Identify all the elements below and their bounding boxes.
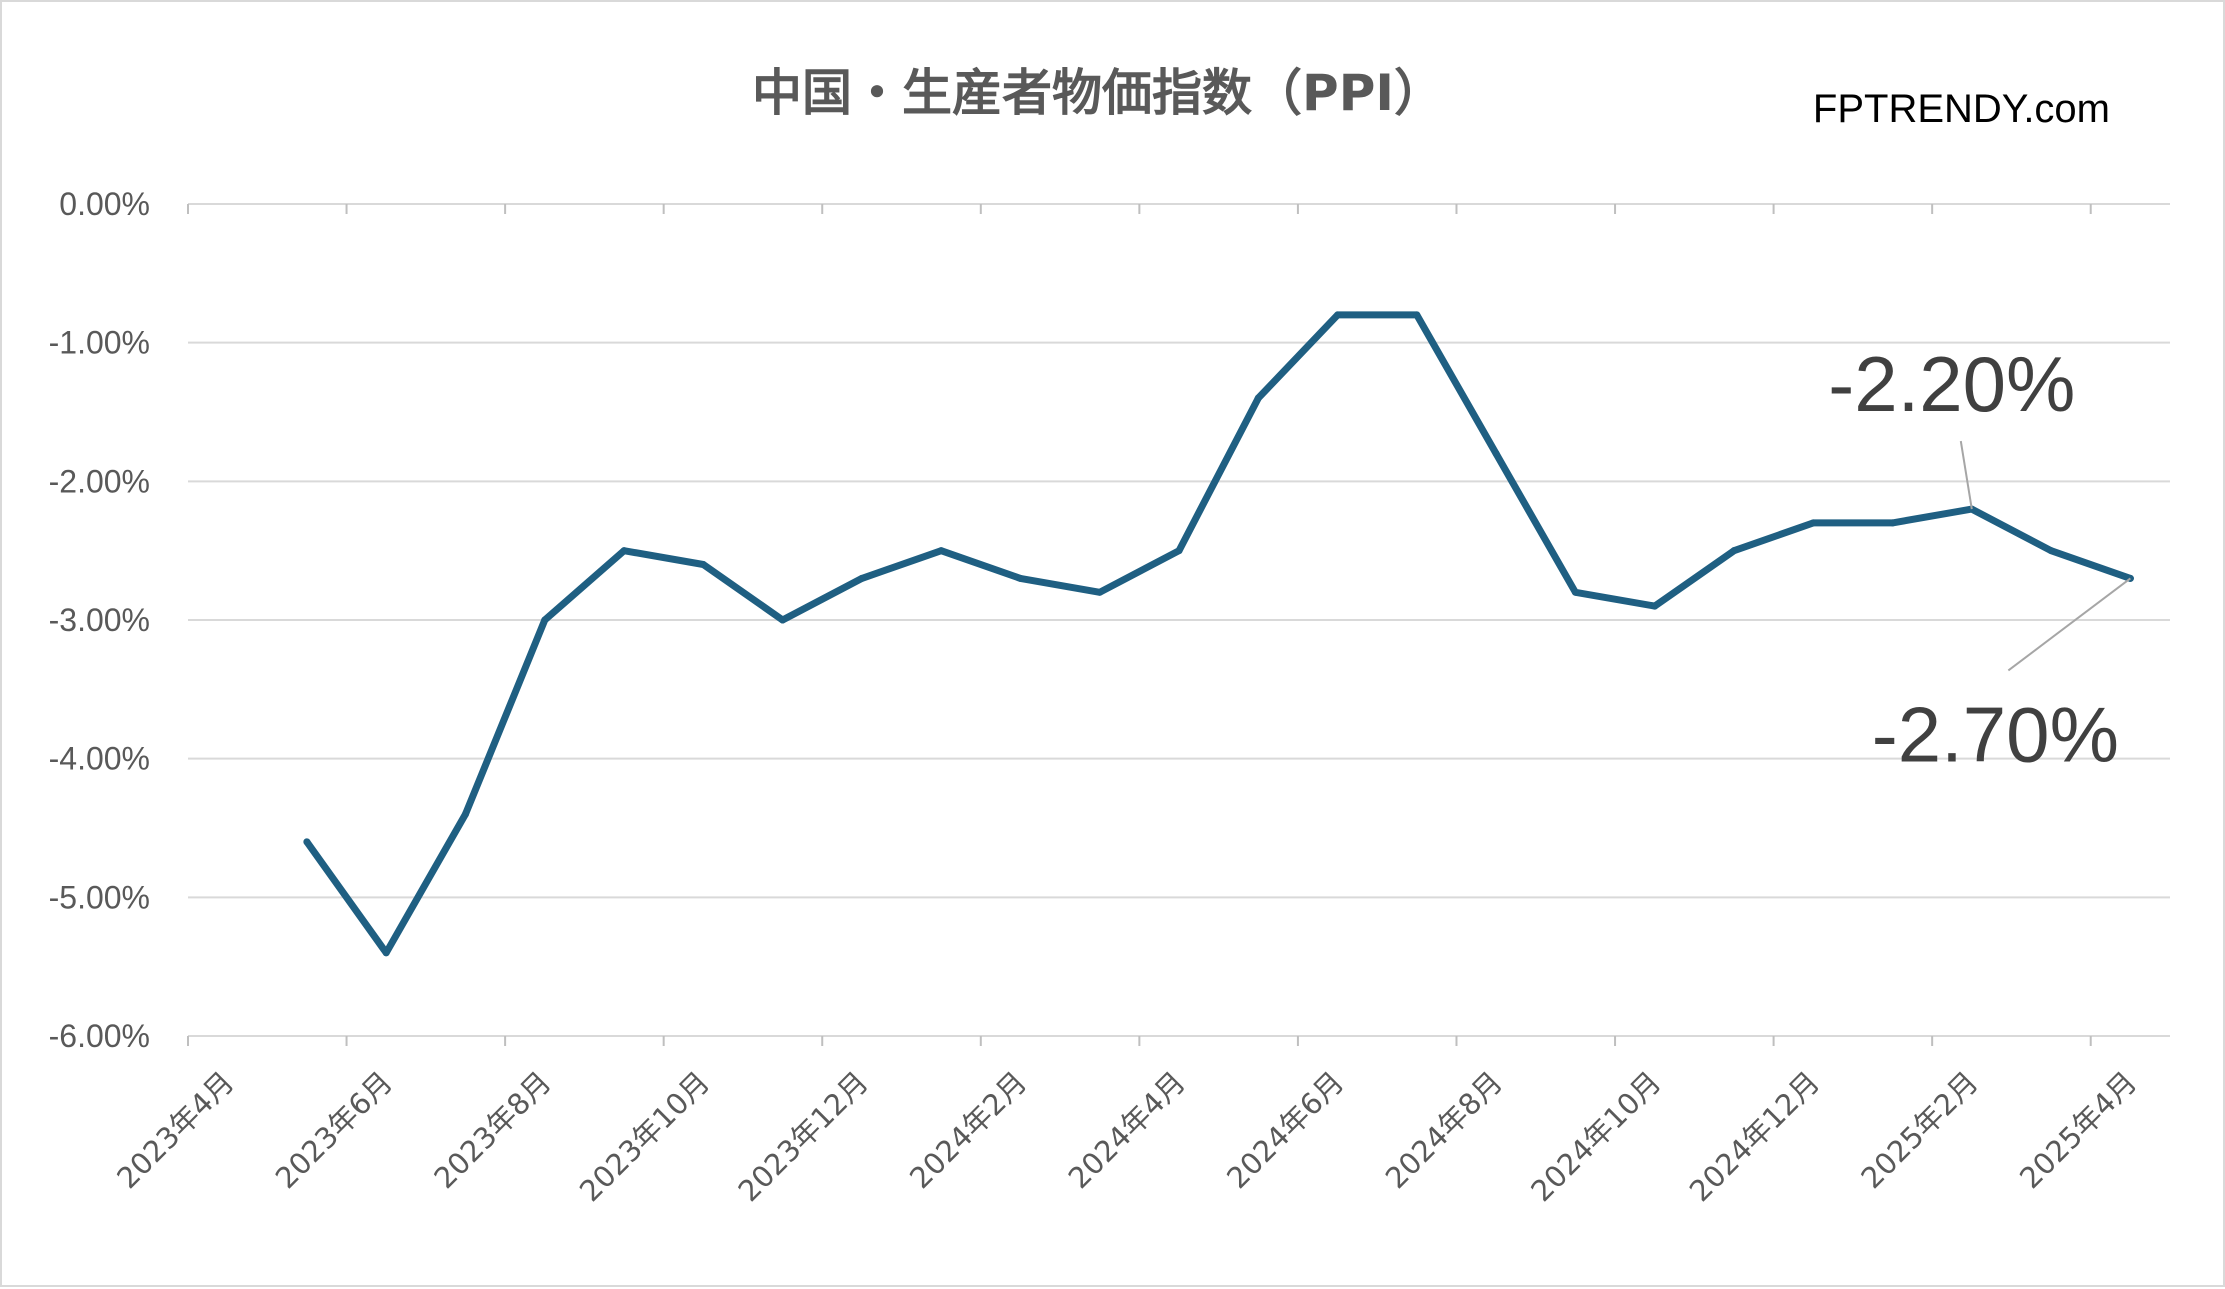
callout-label: -2.20% <box>1828 340 2075 428</box>
x-tick-label: 2023年8月 <box>427 1065 557 1195</box>
annotations: -2.20% -2.70% <box>1828 340 2131 778</box>
callout-leader-line <box>1959 440 1973 510</box>
x-tick-label: 2023年6月 <box>269 1065 399 1195</box>
data-point <box>1889 519 1897 527</box>
y-tick-label: -2.00% <box>49 463 150 499</box>
data-point <box>2047 547 2055 555</box>
y-tick-label: -4.00% <box>49 741 150 777</box>
data-point <box>303 838 311 846</box>
gridlines <box>188 203 2170 1037</box>
y-axis-tick-labels: 0.00% -1.00% -2.00% -3.00% -4.00% -5.00% -6.00… <box>49 186 150 1054</box>
x-axis-tick-labels: 2023年4月 2023年6月 2023年8月 2023年10月 2023年12月 202… <box>110 1065 2143 1208</box>
callout-label: -2.70% <box>1872 690 2119 778</box>
callout-leader-line <box>2007 577 2131 672</box>
x-tick-label: 2024年2月 <box>903 1065 1033 1195</box>
data-point <box>382 949 390 957</box>
data-point <box>1413 311 1421 319</box>
data-point <box>1571 588 1579 596</box>
y-tick-label: 0.00% <box>59 186 150 222</box>
data-point <box>1175 547 1183 555</box>
x-axis <box>187 204 2092 1046</box>
y-tick-label: -3.00% <box>49 602 150 638</box>
data-point <box>1334 311 1342 319</box>
x-tick-label: 2023年12月 <box>731 1065 874 1208</box>
data-point <box>541 616 549 624</box>
watermark-text: FPTRENDY.com <box>1813 87 2110 131</box>
x-tick-label: 2023年4月 <box>110 1065 240 1195</box>
y-tick-label: -6.00% <box>49 1018 150 1054</box>
y-tick-label: -5.00% <box>49 879 150 915</box>
x-tick-label: 2025年2月 <box>1854 1065 1984 1195</box>
data-point <box>699 561 707 569</box>
data-point <box>1096 588 1104 596</box>
data-point <box>461 810 469 818</box>
data-point <box>1651 602 1659 610</box>
x-tick-label: 2024年4月 <box>1062 1065 1192 1195</box>
series-layer <box>303 311 2134 957</box>
data-point <box>1809 519 1817 527</box>
chart-title: 中国・生産者物価指数（PPI） <box>752 64 1444 122</box>
data-point <box>779 616 787 624</box>
data-point <box>858 574 866 582</box>
x-tick-label: 2024年6月 <box>1220 1065 1350 1195</box>
x-tick-label: 2024年8月 <box>1379 1065 1509 1195</box>
x-tick-label: 2025年4月 <box>2013 1065 2143 1195</box>
y-tick-label: -1.00% <box>49 325 150 361</box>
x-tick-label: 2023年10月 <box>573 1065 716 1208</box>
data-point <box>1254 394 1262 402</box>
data-point <box>1016 574 1024 582</box>
x-tick-label: 2024年12月 <box>1683 1065 1826 1208</box>
x-tick-label: 2024年10月 <box>1524 1065 1667 1208</box>
data-point <box>1730 547 1738 555</box>
data-point <box>620 547 628 555</box>
data-point <box>1492 450 1500 458</box>
data-point <box>937 547 945 555</box>
series-line-ppi <box>303 311 2134 957</box>
